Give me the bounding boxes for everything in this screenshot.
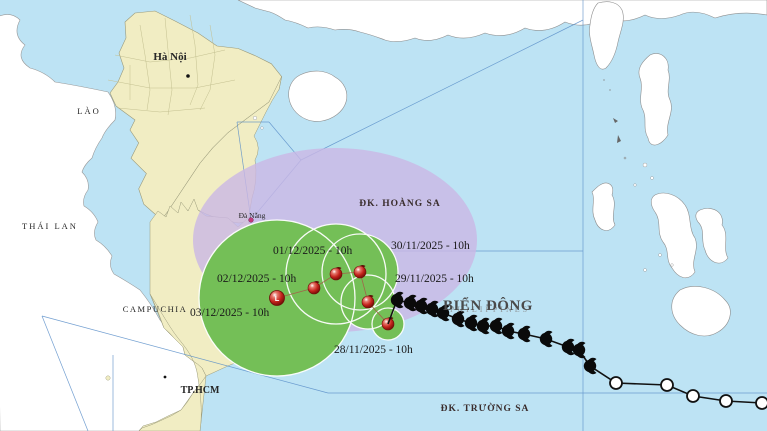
- svg-text:THÁI LAN: THÁI LAN: [22, 221, 78, 231]
- svg-text:TP.HCM: TP.HCM: [181, 385, 220, 396]
- svg-text:30/11/2025 - 10h: 30/11/2025 - 10h: [391, 240, 470, 252]
- svg-text:Hà Nội: Hà Nội: [153, 51, 186, 63]
- svg-text:02/12/2025 - 10h: 02/12/2025 - 10h: [217, 273, 296, 285]
- svg-text:BIỂN ĐÔNG: BIỂN ĐÔNG: [443, 296, 533, 314]
- svg-text:01/12/2025 - 10h: 01/12/2025 - 10h: [273, 245, 352, 257]
- svg-text:ĐK. TRƯỜNG SA: ĐK. TRƯỜNG SA: [441, 402, 530, 414]
- svg-text:28/11/2025 - 10h: 28/11/2025 - 10h: [334, 344, 413, 356]
- svg-text:L: L: [275, 294, 280, 303]
- svg-text:03/12/2025 - 10h: 03/12/2025 - 10h: [190, 307, 269, 319]
- svg-text:LÀO: LÀO: [77, 106, 100, 116]
- svg-text:CAMPUCHIA: CAMPUCHIA: [123, 304, 188, 314]
- svg-text:ĐK. HOÀNG SA: ĐK. HOÀNG SA: [359, 197, 440, 209]
- svg-text:29/11/2025 - 10h: 29/11/2025 - 10h: [395, 273, 474, 285]
